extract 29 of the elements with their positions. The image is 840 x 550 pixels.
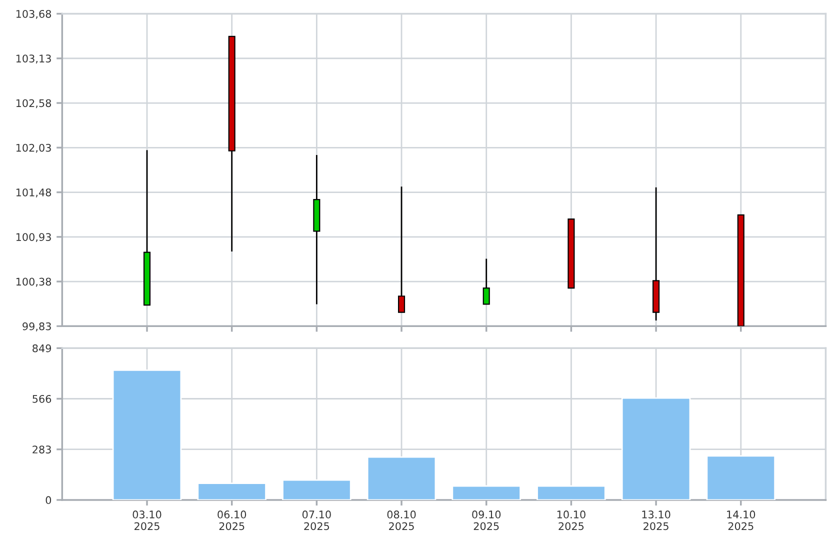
y-tick-label: 103,13 (16, 54, 51, 64)
y-tick-label: 103,68 (16, 10, 52, 19)
x-tick-label: 06.10 2025 (218, 510, 246, 530)
y-tick-label: 566 (32, 394, 52, 403)
bar (282, 479, 352, 500)
x-tick-label: 08.10 2025 (387, 510, 416, 530)
x-tick-label: 14.10 2025 (727, 510, 756, 530)
bar (197, 482, 266, 500)
bar (706, 455, 776, 500)
y-tick-label: 102,58 (16, 99, 52, 108)
x-tick-label: 13.10 2025 (642, 510, 670, 530)
x-tick-label: 03.10 2025 (132, 510, 162, 530)
y-tick-label: 100,93 (16, 233, 51, 242)
x-tick-label: 07.10 2025 (302, 510, 331, 530)
y-tick-label: 102,03 (16, 144, 51, 153)
x-tick-label: 10.10 2025 (557, 510, 586, 530)
bar (452, 485, 521, 500)
y-tick-label: 283 (32, 446, 51, 454)
bar (112, 369, 182, 500)
y-tick-label: 0 (46, 496, 52, 504)
bar (366, 456, 436, 500)
y-tick-label: 100,38 (16, 278, 52, 287)
candlestick (482, 258, 490, 305)
x-tick-label: 09.10 2025 (472, 510, 501, 530)
bar (621, 397, 691, 500)
y-tick-label: 849 (32, 344, 52, 352)
bar (536, 485, 606, 500)
y-tick-label: 99,83 (22, 322, 51, 332)
y-tick-label: 101,48 (16, 188, 52, 198)
